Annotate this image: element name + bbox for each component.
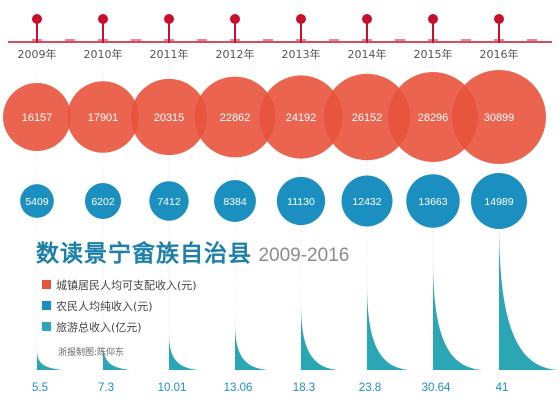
legend: 城镇居民人均可支配收入(元) 农民人均纯收入(元) 旅游总收入(亿元)	[42, 276, 197, 339]
timeline-pin-head	[428, 14, 438, 24]
farmer-income-bubble	[84, 182, 122, 220]
year-label: 2013年	[282, 47, 321, 61]
tourism-income-value: 41	[496, 382, 509, 394]
legend-swatch-red	[42, 280, 51, 289]
tourism-income-value: 7.3	[98, 382, 114, 394]
legend-swatch-blue	[42, 301, 51, 310]
farmer-income-bubble	[341, 175, 393, 227]
tourism-income-horn	[433, 259, 483, 370]
year-label: 2015年	[414, 47, 453, 61]
farmer-income-value: 13663	[418, 196, 447, 208]
farmer-income-value: 14989	[484, 196, 513, 208]
farmer-income-value: 8384	[223, 196, 247, 208]
farmer-income-bubble	[471, 173, 527, 229]
timeline-pin-head	[362, 14, 372, 24]
urban-income-value: 26152	[352, 112, 383, 124]
tourism-income-horn	[37, 350, 63, 370]
year-label: 2010年	[84, 47, 123, 61]
urban-income-bubble	[3, 83, 71, 151]
urban-income-bubble	[194, 76, 276, 158]
farmer-income-bubble	[149, 181, 189, 221]
timeline-pin-head	[98, 14, 108, 24]
urban-income-bubble	[452, 70, 546, 164]
timeline-pin-head	[494, 14, 504, 24]
tourism-income-horn	[103, 343, 131, 370]
timeline-pin-head	[32, 14, 42, 24]
legend-label: 农民人均纯收入(元)	[56, 299, 153, 313]
legend-item-farmer-income: 农民人均纯收入(元)	[42, 297, 197, 314]
tourism-income-value: 30.64	[422, 382, 451, 394]
urban-income-value: 28296	[418, 112, 449, 124]
legend-swatch-teal	[42, 322, 51, 331]
timeline-pin-head	[296, 14, 306, 24]
urban-income-value: 20315	[154, 112, 185, 124]
tourism-income-horn	[301, 303, 339, 370]
farmer-income-value: 12432	[352, 196, 381, 208]
urban-income-value: 22862	[220, 112, 251, 124]
legend-item-urban-income: 城镇居民人均可支配收入(元)	[42, 276, 197, 293]
year-label: 2016年	[480, 47, 519, 61]
credit-text: 浙报制图:陈仰东	[58, 348, 125, 358]
urban-income-value: 16157	[22, 112, 53, 124]
farmer-income-bubble	[276, 176, 326, 226]
year-label: 2014年	[348, 47, 387, 61]
legend-item-tourism-income: 旅游总收入(亿元)	[42, 318, 197, 335]
chart-subtitle: 2009-2016	[258, 245, 350, 266]
tourism-income-horn	[367, 284, 411, 370]
timeline-pin-head	[164, 14, 174, 24]
urban-income-bubble	[130, 78, 208, 156]
tourism-income-horn	[499, 222, 559, 370]
tourism-income-horn	[169, 333, 199, 370]
farmer-income-value: 7412	[157, 196, 181, 208]
urban-income-bubble	[388, 72, 478, 162]
tourism-income-value: 13.06	[224, 382, 253, 394]
tourism-income-horn	[235, 322, 268, 370]
urban-income-value: 30899	[484, 112, 515, 124]
tourism-income-value: 18.3	[293, 382, 315, 394]
urban-income-value: 24192	[286, 112, 317, 124]
farmer-income-bubble	[214, 180, 256, 222]
timeline-pin-head	[230, 14, 240, 24]
tourism-income-value: 23.8	[359, 382, 381, 394]
urban-income-bubble	[323, 73, 411, 161]
farmer-income-bubble	[406, 174, 460, 228]
chart-title: 数读景宁畲族自治县	[36, 241, 252, 267]
farmer-income-value: 11130	[287, 196, 315, 208]
farmer-income-bubble	[20, 184, 54, 218]
tourism-income-value: 5.5	[32, 382, 48, 394]
title-block: 数读景宁畲族自治县 2009-2016	[36, 234, 349, 268]
year-label: 2012年	[216, 47, 255, 61]
urban-income-bubble	[67, 81, 139, 153]
legend-label: 旅游总收入(亿元)	[56, 320, 142, 334]
farmer-income-value: 5409	[25, 196, 49, 208]
urban-income-bubble	[259, 75, 343, 159]
farmer-income-value: 6202	[91, 196, 115, 208]
year-label: 2011年	[150, 47, 189, 61]
urban-income-value: 17901	[88, 112, 119, 124]
year-label: 2009年	[18, 47, 57, 61]
tourism-income-value: 10.01	[158, 382, 187, 394]
legend-label: 城镇居民人均可支配收入(元)	[56, 278, 197, 292]
